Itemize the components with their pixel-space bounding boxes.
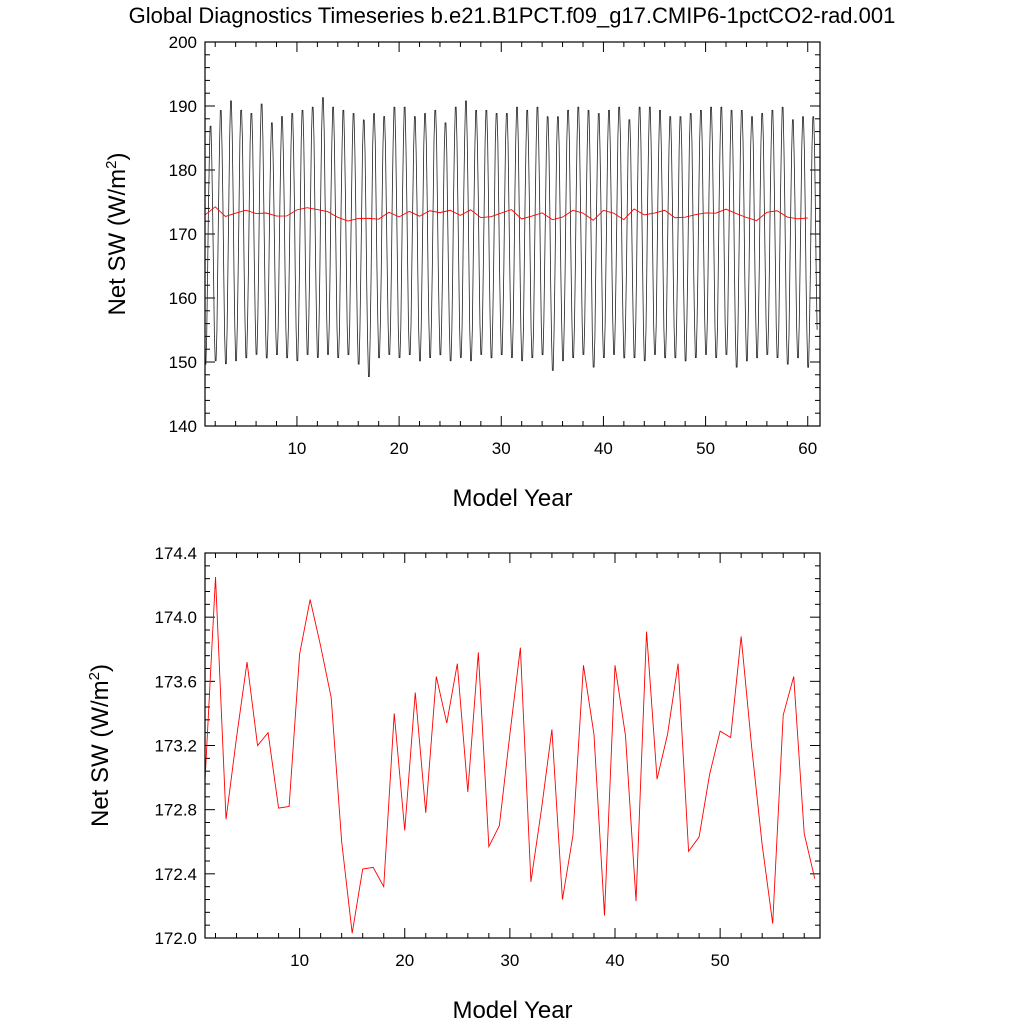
bottom-series-annual-mean <box>204 577 816 934</box>
bottom-tick-labels: 172.0 172.4 172.8 173.2 173.6 174.0 174.4 10 20 3… <box>154 544 729 970</box>
top-y-tick-label: 200 <box>169 33 197 52</box>
bottom-y-tick-label: 174.0 <box>154 608 197 627</box>
top-panel: 140 150 160 170 180 190 200 10 20 30 40 50 60 Model … <box>103 33 821 512</box>
bottom-x-tick-label: 20 <box>395 951 414 970</box>
top-y-tick-label: 140 <box>169 417 197 436</box>
bottom-x-axis-label: Model Year <box>452 997 572 1024</box>
top-series-annual-mean <box>204 206 808 222</box>
top-series <box>204 97 818 377</box>
top-x-tick-label: 20 <box>390 439 409 458</box>
bottom-y-tick-label: 172.8 <box>154 801 197 820</box>
top-x-axis-label: Model Year <box>452 485 572 512</box>
top-ticks <box>205 41 820 427</box>
bottom-x-tick-label: 30 <box>500 951 519 970</box>
bottom-y-axis-label: Net SW (W/m2) <box>86 664 114 827</box>
top-y-axis-label-main: Net SW (W/m <box>104 169 131 316</box>
top-tick-labels: 140 150 160 170 180 190 200 10 20 30 40 50 60 <box>169 33 818 458</box>
top-x-tick-label: 30 <box>492 439 511 458</box>
chart-title: Global Diagnostics Timeseries b.e21.B1PC… <box>129 3 896 28</box>
bottom-x-tick-label: 50 <box>711 951 730 970</box>
top-y-axis-label: Net SW (W/m2) <box>103 153 131 316</box>
top-y-tick-label: 190 <box>169 97 197 116</box>
bottom-y-tick-label: 173.6 <box>154 672 197 691</box>
bottom-panel: 172.0 172.4 172.8 173.2 173.6 174.0 174.4 10 20 3… <box>86 544 821 1024</box>
top-x-tick-label: 60 <box>798 439 817 458</box>
bottom-x-tick-label: 40 <box>606 951 625 970</box>
top-x-tick-label: 40 <box>594 439 613 458</box>
bottom-y-tick-label: 172.4 <box>154 865 197 884</box>
bottom-ticks <box>205 552 820 939</box>
bottom-x-tick-label: 10 <box>290 951 309 970</box>
bottom-plot-frame <box>204 552 821 939</box>
top-x-tick-label: 50 <box>696 439 715 458</box>
top-y-axis-label-sup: 2 <box>103 161 120 169</box>
bottom-series <box>204 577 816 934</box>
top-x-tick-label: 10 <box>287 439 306 458</box>
bottom-y-axis-label-close: ) <box>87 664 114 672</box>
top-plot-frame <box>204 41 821 427</box>
bottom-y-tick-label: 173.2 <box>154 737 197 756</box>
bottom-y-tick-label: 174.4 <box>154 544 197 563</box>
top-y-tick-label: 170 <box>169 225 197 244</box>
top-y-tick-label: 180 <box>169 161 197 180</box>
top-y-tick-label: 160 <box>169 289 197 308</box>
top-series-monthly <box>205 97 818 377</box>
top-y-axis-label-close: ) <box>104 153 131 161</box>
bottom-y-axis-label-sup: 2 <box>86 672 103 680</box>
top-y-tick-label: 150 <box>169 353 197 372</box>
bottom-y-tick-label: 172.0 <box>154 929 197 948</box>
bottom-y-axis-label-main: Net SW (W/m <box>87 680 114 827</box>
